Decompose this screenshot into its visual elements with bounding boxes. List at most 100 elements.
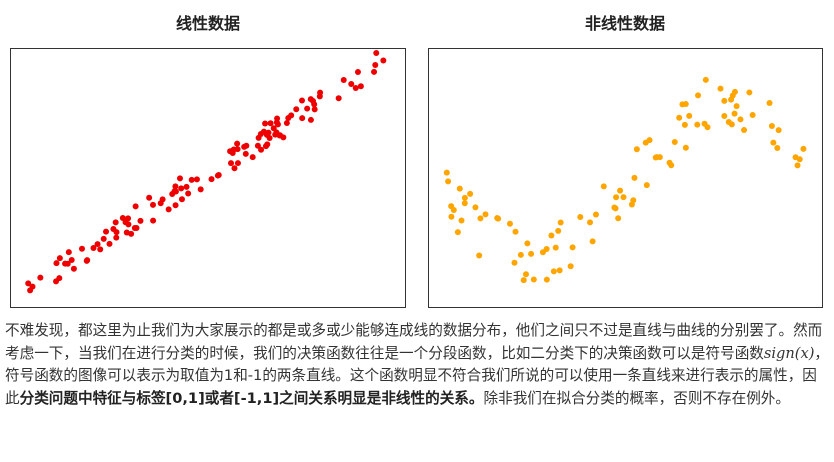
- dot: [461, 200, 468, 207]
- paragraph: 不难发现，都这里为止我们为大家展示的都是或多或少能够连成线的数据分布，他们之间只…: [5, 320, 831, 410]
- dot: [617, 187, 624, 194]
- dot: [283, 120, 290, 127]
- dot: [188, 176, 195, 183]
- dot: [150, 217, 157, 224]
- dot: [731, 110, 738, 117]
- dot: [524, 240, 531, 247]
- dot: [172, 183, 179, 190]
- figures: [10, 48, 823, 308]
- dot: [633, 146, 640, 153]
- dot: [682, 144, 689, 151]
- dot: [262, 120, 269, 127]
- dot: [103, 228, 110, 235]
- dot: [348, 81, 355, 88]
- dot: [125, 221, 132, 228]
- dot: [456, 185, 463, 192]
- dot: [620, 194, 627, 201]
- dot: [592, 211, 599, 218]
- plot-frame: [10, 48, 406, 308]
- dot: [671, 139, 678, 146]
- dot: [100, 235, 107, 242]
- dot: [171, 188, 178, 195]
- dot: [178, 196, 185, 203]
- dot: [119, 214, 126, 221]
- dot: [372, 61, 379, 68]
- dot: [249, 154, 256, 161]
- dot: [615, 215, 622, 222]
- dot: [511, 259, 518, 266]
- dot: [766, 99, 773, 106]
- dot: [229, 150, 236, 157]
- dot: [112, 219, 119, 226]
- dot: [273, 129, 280, 136]
- dot: [258, 146, 265, 153]
- dot: [741, 127, 748, 134]
- dot: [254, 142, 261, 149]
- dot: [352, 84, 359, 91]
- dot: [749, 112, 756, 119]
- dot: [476, 252, 483, 259]
- dot: [539, 249, 546, 256]
- dot: [721, 113, 728, 120]
- dot: [299, 115, 306, 122]
- dot: [555, 227, 562, 234]
- dot: [106, 240, 113, 247]
- dot: [255, 134, 262, 141]
- dot: [517, 251, 524, 258]
- dot: [293, 106, 300, 113]
- dot: [556, 267, 563, 274]
- dot: [265, 129, 272, 136]
- dot: [97, 246, 104, 253]
- dot: [600, 183, 607, 190]
- dot: [280, 134, 287, 141]
- dot: [448, 213, 455, 220]
- dot: [694, 121, 701, 128]
- dot: [231, 165, 238, 172]
- dot: [242, 150, 249, 157]
- dot: [587, 219, 594, 226]
- dot: [506, 220, 513, 227]
- dot: [461, 194, 468, 201]
- dot: [185, 190, 192, 197]
- dot: [70, 265, 77, 272]
- dot: [569, 244, 576, 251]
- dot: [146, 194, 153, 201]
- dot: [183, 183, 190, 190]
- dot: [68, 256, 75, 263]
- plot-frame: [428, 48, 823, 308]
- dot: [262, 143, 269, 150]
- dot: [125, 215, 132, 222]
- dot: [733, 103, 740, 110]
- dot: [165, 206, 172, 213]
- dot: [208, 176, 215, 183]
- dot: [113, 234, 120, 241]
- dot: [78, 245, 85, 252]
- dot: [354, 69, 361, 76]
- dot: [450, 206, 457, 213]
- dot: [234, 140, 241, 147]
- math: sign(x): [763, 344, 815, 362]
- dot: [522, 271, 529, 278]
- dot: [193, 176, 200, 183]
- dot: [477, 215, 484, 222]
- dot: [676, 114, 683, 121]
- dot: [796, 156, 803, 163]
- dot: [530, 276, 537, 283]
- dot: [25, 280, 32, 287]
- dot: [228, 160, 235, 167]
- dots: [25, 50, 807, 294]
- dot: [494, 215, 501, 222]
- dot: [543, 276, 550, 283]
- dot: [335, 95, 342, 102]
- dot: [800, 145, 807, 152]
- dot: [128, 230, 135, 237]
- dot: [611, 204, 618, 211]
- dot: [373, 50, 380, 57]
- dot: [646, 137, 653, 144]
- dot: [131, 225, 138, 232]
- dot: [717, 85, 724, 92]
- dot: [725, 118, 732, 125]
- dot: [243, 142, 250, 149]
- dot: [340, 77, 347, 84]
